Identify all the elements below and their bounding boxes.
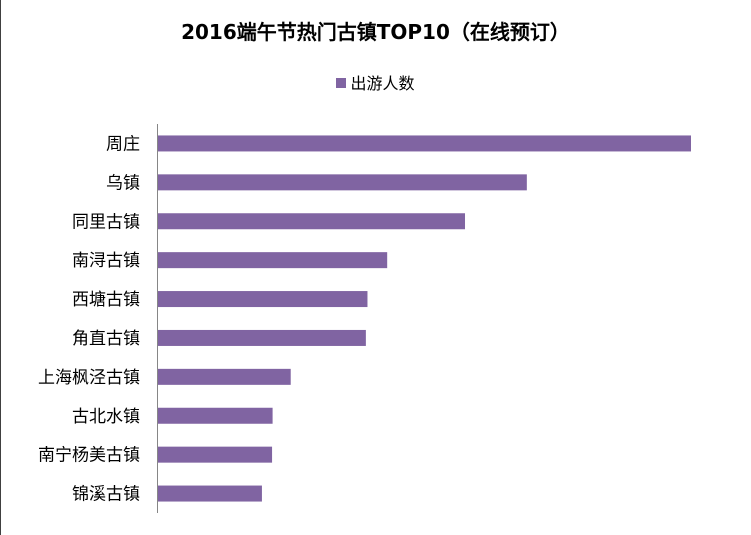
bar	[158, 368, 291, 385]
category-label: 同里古镇	[72, 212, 140, 232]
bar	[158, 446, 273, 463]
bar	[158, 213, 466, 230]
bar	[158, 329, 366, 346]
category-label: 南浔古镇	[72, 251, 140, 271]
bar	[158, 291, 368, 308]
category-label: 乌镇	[106, 173, 140, 193]
legend-label: 出游人数	[350, 74, 415, 93]
category-label: 角直古镇	[72, 329, 140, 349]
chart-title: 2016端午节热门古镇TOP10（在线预订）	[181, 20, 570, 44]
category-label: 上海枫泾古镇	[38, 368, 140, 388]
bar	[158, 135, 691, 152]
bar	[158, 485, 262, 502]
legend: 出游人数	[0, 70, 751, 94]
category-label: 西塘古镇	[72, 290, 140, 310]
chart-border	[0, 0, 1, 535]
category-label: 古北水镇	[72, 407, 140, 427]
category-label: 锦溪古镇	[72, 485, 140, 505]
legend-swatch	[336, 78, 347, 88]
bar	[158, 252, 388, 269]
category-label: 南宁杨美古镇	[38, 446, 140, 466]
bar	[158, 174, 527, 191]
bar	[158, 407, 273, 424]
category-label: 周庄	[106, 134, 140, 154]
